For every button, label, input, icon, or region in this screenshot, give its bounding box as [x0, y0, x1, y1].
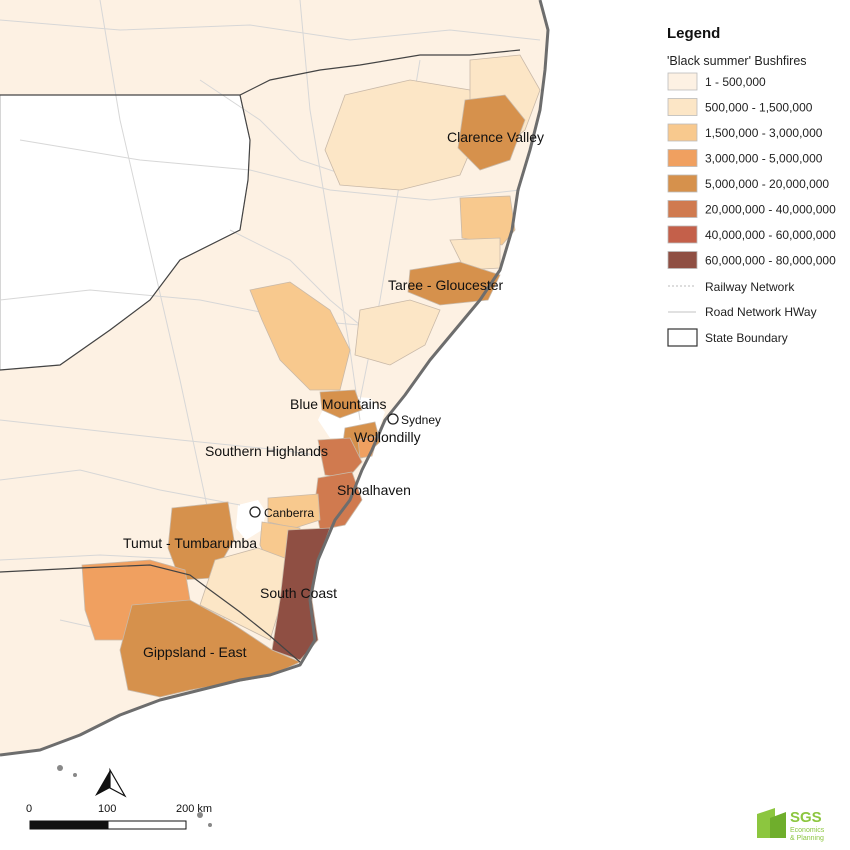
- legend: Legend 'Black summer' Bushfires 1 - 500,…: [667, 25, 836, 347]
- legend-class-label: 3,000,000 - 5,000,000: [705, 152, 823, 166]
- legend-railway: Railway Network: [668, 280, 795, 294]
- region-label-taree-gloucester: Taree - Gloucester: [388, 277, 503, 293]
- legend-swatch: [667, 251, 698, 269]
- state-boundary-swatch: [667, 328, 698, 347]
- state-boundary-west: [0, 94, 251, 371]
- legend-class-label: 40,000,000 - 60,000,000: [705, 228, 836, 242]
- scale-label-100: 100: [98, 803, 116, 815]
- city-canberra: Canberra: [249, 506, 314, 520]
- legend-class-1: 500,000 - 1,500,000: [667, 98, 813, 116]
- logo-subtitle-2: & Planning: [790, 835, 824, 842]
- legend-subtitle: 'Black summer' Bushfires: [667, 54, 807, 68]
- scale-label-0: 0: [26, 803, 32, 815]
- islands: [57, 765, 212, 827]
- legend-class-label: 1,500,000 - 3,000,000: [705, 126, 823, 140]
- legend-class-6: 40,000,000 - 60,000,000: [667, 225, 836, 244]
- region-label-south-coast: South Coast: [260, 585, 337, 601]
- region-label-southern-highlands: Southern Highlands: [205, 443, 328, 459]
- legend-swatch: [667, 98, 698, 116]
- legend-swatch: [667, 149, 698, 167]
- sgs-logo: SGS Economics & Planning: [757, 808, 825, 842]
- legend-swatch: [667, 200, 698, 218]
- legend-class-4: 5,000,000 - 20,000,000: [667, 174, 829, 193]
- legend-swatch: [667, 225, 698, 244]
- fire-regions: [81, 54, 541, 698]
- legend-railway-label: Railway Network: [705, 280, 795, 294]
- legend-road-label: Road Network HWay: [705, 305, 817, 319]
- region-label-blue-mountains: Blue Mountains: [290, 396, 387, 412]
- legend-state: State Boundary: [667, 328, 788, 347]
- region-label-wollondilly: Wollondilly: [354, 429, 421, 445]
- scale-bar-segment-2: [107, 820, 187, 830]
- region-label-tumut-tumbarumba: Tumut - Tumbarumba: [123, 535, 257, 551]
- region-label-shoalhaven: Shoalhaven: [337, 482, 411, 498]
- city-label-canberra: Canberra: [264, 506, 314, 520]
- sgs-logo-icon: [757, 808, 786, 838]
- legend-classes: 1 - 500,000 500,000 - 1,500,000 1,500,000 …: [667, 72, 836, 269]
- coastline: [0, 0, 550, 757]
- legend-class-label: 20,000,000 - 40,000,000: [705, 203, 836, 217]
- legend-swatch: [667, 174, 698, 193]
- state-boundary-north: [0, 49, 521, 96]
- scale-bar: 0 100 200 km: [26, 803, 212, 830]
- legend-class-label: 1 - 500,000: [705, 75, 766, 89]
- region-label-clarence-valley: Clarence Valley: [447, 129, 544, 145]
- logo-subtitle-1: Economics: [790, 827, 825, 834]
- legend-class-0: 1 - 500,000: [667, 72, 766, 91]
- city-marker-icon: [387, 413, 399, 425]
- scale-label-200: 200 km: [176, 803, 212, 815]
- city-label-sydney: Sydney: [401, 413, 441, 427]
- legend-class-label: 500,000 - 1,500,000: [705, 101, 813, 115]
- legend-swatch: [667, 123, 698, 142]
- logo-name: SGS: [790, 809, 822, 826]
- legend-class-5: 20,000,000 - 40,000,000: [667, 200, 836, 218]
- legend-class-label: 60,000,000 - 80,000,000: [705, 254, 836, 268]
- legend-title: Legend: [667, 25, 720, 42]
- scale-bar-segment-1: [30, 821, 108, 829]
- legend-swatch: [667, 72, 698, 91]
- legend-class-3: 3,000,000 - 5,000,000: [667, 149, 823, 167]
- legend-class-2: 1,500,000 - 3,000,000: [667, 123, 823, 142]
- region-label-gippsland-east: Gippsland - East: [143, 644, 247, 660]
- legend-road: Road Network HWay: [668, 305, 817, 319]
- city-marker-icon: [249, 506, 261, 518]
- legend-state-label: State Boundary: [705, 331, 788, 345]
- legend-class-label: 5,000,000 - 20,000,000: [705, 177, 829, 191]
- north-arrow-icon: [95, 767, 127, 798]
- legend-class-7: 60,000,000 - 80,000,000: [667, 251, 836, 269]
- state-boundary: [0, 564, 301, 663]
- city-sydney: Sydney: [387, 413, 441, 427]
